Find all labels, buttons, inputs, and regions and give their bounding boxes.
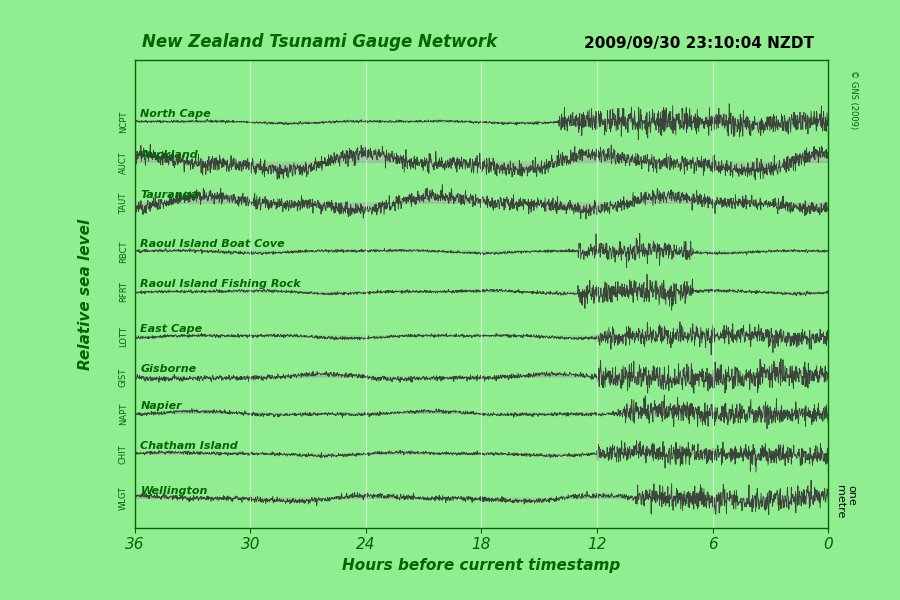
Text: Gisborne: Gisborne bbox=[140, 364, 196, 374]
X-axis label: Hours before current timestamp: Hours before current timestamp bbox=[342, 558, 620, 573]
Text: CHIT: CHIT bbox=[119, 444, 128, 464]
Y-axis label: Relative sea level: Relative sea level bbox=[78, 218, 93, 370]
Text: AUCT: AUCT bbox=[119, 151, 128, 174]
Text: East Cape: East Cape bbox=[140, 324, 202, 334]
Text: LOTT: LOTT bbox=[119, 326, 128, 347]
Text: Tauranga: Tauranga bbox=[140, 190, 198, 200]
Text: RFRT: RFRT bbox=[119, 281, 128, 302]
Text: one
metre: one metre bbox=[835, 485, 857, 518]
Text: NAPT: NAPT bbox=[119, 402, 128, 425]
Text: Chatham Island: Chatham Island bbox=[140, 441, 238, 451]
Text: Auckland: Auckland bbox=[140, 150, 198, 160]
Text: 2009/09/30 23:10:04 NZDT: 2009/09/30 23:10:04 NZDT bbox=[584, 36, 814, 51]
Text: Wellington: Wellington bbox=[140, 485, 208, 496]
Text: NCPT: NCPT bbox=[119, 111, 128, 133]
Text: Raoul Island Boat Cove: Raoul Island Boat Cove bbox=[140, 239, 285, 249]
Text: Napier: Napier bbox=[140, 401, 182, 410]
Text: GIST: GIST bbox=[119, 367, 128, 386]
Text: New Zealand Tsunami Gauge Network: New Zealand Tsunami Gauge Network bbox=[141, 33, 497, 51]
Text: Raoul Island Fishing Rock: Raoul Island Fishing Rock bbox=[140, 279, 302, 289]
Text: WLGT: WLGT bbox=[119, 487, 128, 511]
Text: North Cape: North Cape bbox=[140, 109, 212, 119]
Text: TAUT: TAUT bbox=[119, 192, 128, 214]
Text: RBCT: RBCT bbox=[119, 240, 128, 263]
Text: © GNS (2009): © GNS (2009) bbox=[849, 70, 858, 129]
